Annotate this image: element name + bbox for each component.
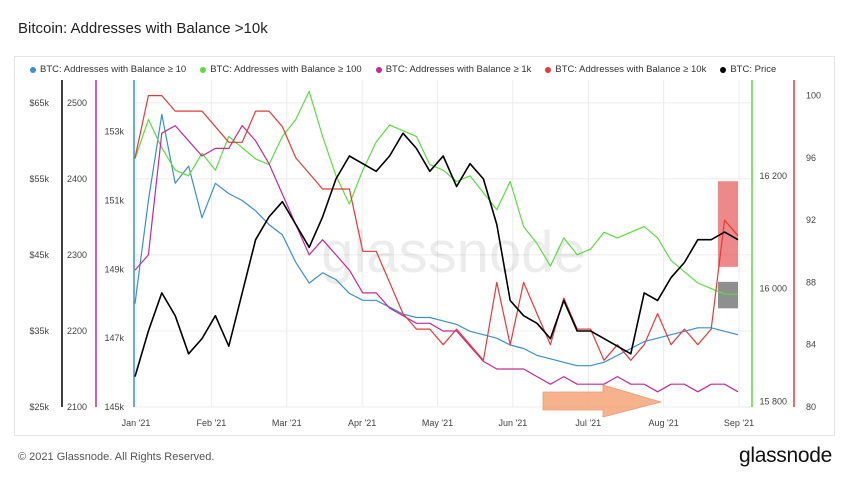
- legend-item-price[interactable]: BTC: Price: [720, 64, 776, 75]
- arrow-annotation: [542, 384, 663, 418]
- price-tick-label: $45k: [29, 250, 49, 260]
- bal10k-tick-label: 96: [806, 153, 816, 163]
- legend-dot-icon: [720, 66, 727, 73]
- bal1k-tick-label: 2400: [67, 174, 87, 184]
- legend-label: BTC: Price: [730, 64, 777, 75]
- legend-dot-icon: [375, 66, 382, 73]
- bal10k-tick-label: 80: [806, 402, 816, 412]
- x-tick-label: Jul '21: [575, 418, 601, 428]
- x-tick-label: Jun '21: [499, 418, 528, 428]
- legend-item-bal1k[interactable]: BTC: Addresses with Balance ≥ 1k: [375, 64, 532, 75]
- series-line-bal10k: [134, 94, 739, 361]
- bal1k-tick-label: 2100: [67, 402, 87, 412]
- highlight-box-100: [718, 281, 738, 309]
- copyright-text: © 2021 Glassnode. All Rights Reserved.: [18, 451, 215, 463]
- x-tick-label: Aug '21: [649, 418, 679, 428]
- bal100-tick-label: 16 200: [759, 171, 787, 181]
- bal100-tick-label: 15 800: [759, 396, 787, 406]
- bal10k-tick-label: 88: [806, 277, 816, 287]
- legend-label: BTC: Addresses with Balance ≥ 10k: [555, 64, 707, 75]
- x-tick-label: Jan '21: [122, 418, 151, 428]
- legend-item-bal100[interactable]: BTC: Addresses with Balance ≥ 100: [200, 64, 362, 75]
- x-tick-label: Apr '21: [348, 418, 376, 428]
- bal10k-tick-label: 84: [806, 340, 816, 350]
- price-tick-label: $35k: [29, 326, 49, 336]
- chart-legend: BTC: Addresses with Balance ≥ 10 BTC: Ad…: [30, 64, 776, 75]
- bal10-tick-label: 149k: [104, 264, 124, 274]
- chart-frame: [14, 56, 835, 436]
- price-tick-label: $25k: [29, 402, 49, 412]
- page-title: Bitcoin: Addresses with Balance >10k: [18, 20, 268, 37]
- bal1k-tick-label: 2200: [67, 326, 87, 336]
- bal10-tick-label: 153k: [104, 127, 124, 137]
- watermark-text: glassnode: [321, 220, 585, 285]
- legend-item-bal10k[interactable]: BTC: Addresses with Balance ≥ 10k: [545, 64, 706, 75]
- bal100-tick-label: 16 000: [759, 284, 787, 294]
- legend-dot-icon: [200, 66, 207, 73]
- legend-dot-icon: [545, 66, 552, 73]
- series-line-price: [134, 132, 739, 377]
- bal10k-tick-label: 92: [806, 215, 816, 225]
- x-tick-label: Feb '21: [197, 418, 227, 428]
- bal1k-tick-label: 2500: [67, 98, 87, 108]
- brand-logo: glassnode: [738, 444, 832, 467]
- series-line-bal10: [134, 113, 739, 367]
- x-tick-label: Sep '21: [724, 418, 754, 428]
- bal10-tick-label: 147k: [104, 333, 124, 343]
- bal1k-tick-label: 2300: [67, 250, 87, 260]
- legend-label: BTC: Addresses with Balance ≥ 100: [210, 64, 362, 75]
- bal10-tick-label: 151k: [104, 195, 124, 205]
- legend-label: BTC: Addresses with Balance ≥ 1k: [385, 64, 532, 75]
- bal10-tick-label: 145k: [104, 402, 124, 412]
- x-tick-label: Mar '21: [272, 418, 302, 428]
- bal10k-tick-label: 100: [806, 91, 821, 101]
- series-line-bal1k: [134, 124, 739, 393]
- x-tick-label: May '21: [422, 418, 453, 428]
- legend-item-bal10[interactable]: BTC: Addresses with Balance ≥ 10: [30, 64, 186, 75]
- price-tick-label: $65k: [29, 98, 49, 108]
- price-tick-label: $55k: [29, 174, 49, 184]
- legend-label: BTC: Addresses with Balance ≥ 10: [40, 64, 187, 75]
- legend-dot-icon: [30, 66, 36, 73]
